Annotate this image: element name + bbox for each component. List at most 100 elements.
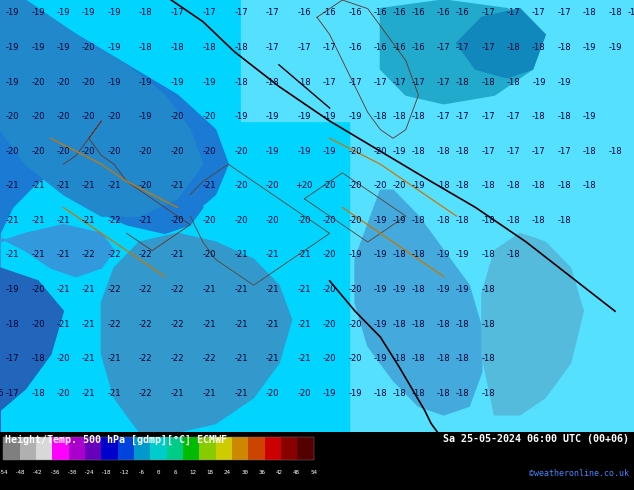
Text: -19: -19 bbox=[456, 250, 470, 260]
Text: -22: -22 bbox=[107, 285, 121, 294]
Bar bbox=[20, 437, 36, 460]
Text: -19: -19 bbox=[392, 285, 406, 294]
Text: -19: -19 bbox=[31, 43, 45, 52]
Text: -42: -42 bbox=[32, 470, 43, 475]
Text: 42: 42 bbox=[276, 470, 283, 475]
Text: -19: -19 bbox=[297, 147, 311, 156]
Text: -20: -20 bbox=[323, 354, 337, 363]
Text: -18: -18 bbox=[507, 77, 521, 87]
Polygon shape bbox=[355, 190, 482, 415]
Text: -18: -18 bbox=[297, 77, 311, 87]
Text: -20: -20 bbox=[392, 181, 406, 190]
Text: -21: -21 bbox=[82, 181, 96, 190]
Text: -21: -21 bbox=[107, 389, 121, 398]
Text: Height/Temp. 500 hPa [gdmp][°C] ECMWF: Height/Temp. 500 hPa [gdmp][°C] ECMWF bbox=[5, 435, 227, 445]
Polygon shape bbox=[101, 233, 292, 432]
Text: -18: -18 bbox=[139, 8, 153, 18]
Text: -18: -18 bbox=[481, 77, 495, 87]
Text: -18: -18 bbox=[437, 147, 451, 156]
Text: -17: -17 bbox=[323, 43, 337, 52]
Text: -19: -19 bbox=[437, 250, 451, 260]
Text: -18: -18 bbox=[411, 354, 425, 363]
Text: -18: -18 bbox=[234, 77, 248, 87]
Text: -21: -21 bbox=[297, 285, 311, 294]
Text: -21: -21 bbox=[234, 285, 248, 294]
Text: -20: -20 bbox=[266, 181, 280, 190]
Text: -17: -17 bbox=[392, 77, 406, 87]
Bar bbox=[85, 437, 101, 460]
Text: -17: -17 bbox=[507, 147, 521, 156]
Text: -18: -18 bbox=[583, 181, 597, 190]
Text: -21: -21 bbox=[82, 319, 96, 329]
Text: -18: -18 bbox=[437, 181, 451, 190]
Text: -20: -20 bbox=[348, 216, 362, 225]
Text: -20: -20 bbox=[56, 112, 70, 121]
Text: -21: -21 bbox=[171, 181, 184, 190]
Text: -21: -21 bbox=[6, 181, 20, 190]
Text: -19: -19 bbox=[139, 112, 153, 121]
Text: -18: -18 bbox=[392, 389, 406, 398]
Text: -19: -19 bbox=[627, 8, 634, 18]
Text: +20: +20 bbox=[295, 181, 313, 190]
Text: -17: -17 bbox=[456, 43, 470, 52]
Text: -19: -19 bbox=[56, 43, 70, 52]
Text: -18: -18 bbox=[507, 43, 521, 52]
Text: -17: -17 bbox=[437, 77, 451, 87]
Text: -18: -18 bbox=[411, 389, 425, 398]
Text: -17: -17 bbox=[481, 147, 495, 156]
Text: -19: -19 bbox=[456, 285, 470, 294]
Text: -17: -17 bbox=[507, 8, 521, 18]
Text: -20: -20 bbox=[202, 216, 216, 225]
Text: -19: -19 bbox=[583, 112, 597, 121]
Text: -17: -17 bbox=[481, 43, 495, 52]
Text: -21: -21 bbox=[31, 216, 45, 225]
Text: -21: -21 bbox=[6, 250, 20, 260]
Polygon shape bbox=[0, 0, 203, 216]
Bar bbox=[183, 437, 199, 460]
Text: -22: -22 bbox=[139, 354, 153, 363]
Text: -20: -20 bbox=[31, 77, 45, 87]
Text: -19: -19 bbox=[266, 147, 280, 156]
Text: -18: -18 bbox=[456, 389, 470, 398]
Polygon shape bbox=[0, 130, 203, 251]
Text: -18: -18 bbox=[583, 147, 597, 156]
Bar bbox=[101, 437, 118, 460]
Text: -18: -18 bbox=[101, 470, 112, 475]
Text: -19: -19 bbox=[297, 112, 311, 121]
Text: -17: -17 bbox=[411, 77, 425, 87]
Text: -17: -17 bbox=[202, 8, 216, 18]
Bar bbox=[167, 437, 183, 460]
Text: -17: -17 bbox=[507, 112, 521, 121]
Text: -17: -17 bbox=[437, 43, 451, 52]
Text: -18: -18 bbox=[456, 216, 470, 225]
Text: -18: -18 bbox=[234, 43, 248, 52]
Text: -22: -22 bbox=[107, 319, 121, 329]
Text: -16: -16 bbox=[411, 8, 425, 18]
Text: -18: -18 bbox=[557, 216, 571, 225]
Text: -6: -6 bbox=[138, 470, 145, 475]
Text: 12: 12 bbox=[190, 470, 197, 475]
Text: -20: -20 bbox=[107, 147, 121, 156]
Text: -19: -19 bbox=[323, 389, 337, 398]
Text: -17: -17 bbox=[373, 77, 387, 87]
Text: -16: -16 bbox=[348, 43, 362, 52]
Text: -18: -18 bbox=[507, 181, 521, 190]
Text: -18: -18 bbox=[507, 216, 521, 225]
Text: -18: -18 bbox=[481, 250, 495, 260]
Text: -21: -21 bbox=[82, 285, 96, 294]
Text: -36: -36 bbox=[49, 470, 60, 475]
Text: -19: -19 bbox=[392, 216, 406, 225]
Text: -21: -21 bbox=[266, 319, 280, 329]
Text: -20: -20 bbox=[373, 147, 387, 156]
Bar bbox=[297, 437, 314, 460]
Text: -21: -21 bbox=[82, 216, 96, 225]
Text: -21: -21 bbox=[56, 250, 70, 260]
Text: -19: -19 bbox=[6, 285, 20, 294]
Text: -19: -19 bbox=[139, 77, 153, 87]
Text: -17: -17 bbox=[297, 43, 311, 52]
Bar bbox=[68, 437, 85, 460]
Text: -20: -20 bbox=[202, 112, 216, 121]
Text: -16: -16 bbox=[297, 8, 311, 18]
Text: -20: -20 bbox=[266, 389, 280, 398]
Text: -20: -20 bbox=[323, 181, 337, 190]
